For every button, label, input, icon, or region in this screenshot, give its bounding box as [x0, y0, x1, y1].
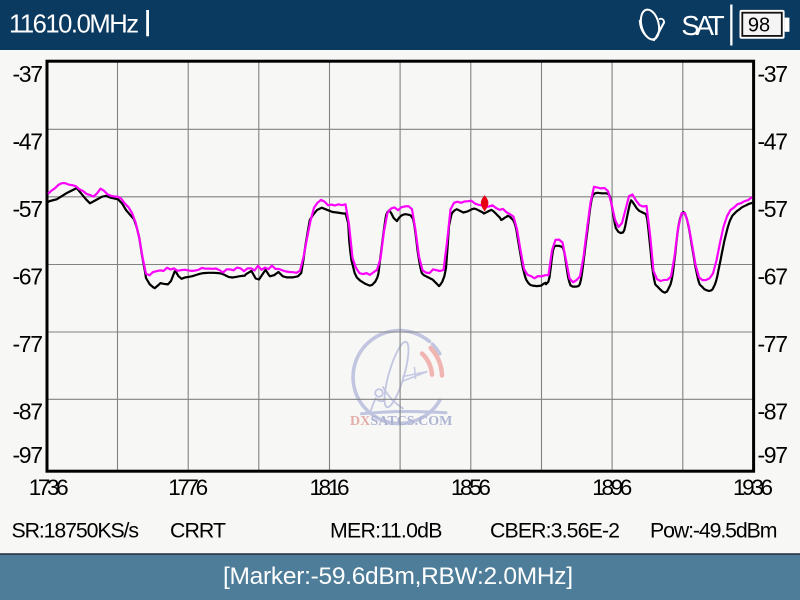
svg-text:-37: -37	[758, 61, 789, 87]
svg-text:MER:11.0dB: MER:11.0dB	[330, 519, 443, 543]
svg-text:-37: -37	[13, 61, 44, 87]
svg-text:SR:18750KS/s: SR:18750KS/s	[12, 519, 140, 543]
svg-text:-77: -77	[758, 331, 789, 357]
svg-text:CBER:3.56E-2: CBER:3.56E-2	[490, 519, 620, 543]
svg-text:98: 98	[748, 15, 770, 37]
svg-text:-87: -87	[758, 398, 789, 424]
svg-text:-47: -47	[13, 128, 44, 154]
svg-text:-47: -47	[758, 128, 789, 154]
svg-text:-77: -77	[13, 331, 44, 357]
svg-text:1816: 1816	[310, 475, 350, 500]
svg-text:DX: DX	[350, 414, 370, 429]
svg-text:Pow:-49.5dBm: Pow:-49.5dBm	[650, 519, 778, 543]
svg-text:1856: 1856	[451, 475, 491, 500]
svg-text:1896: 1896	[592, 475, 632, 500]
svg-text:1736: 1736	[29, 475, 69, 500]
svg-text:-97: -97	[758, 442, 789, 468]
svg-text:-97: -97	[13, 442, 44, 468]
svg-text:1776: 1776	[168, 475, 208, 500]
svg-text:SAT: SAT	[681, 10, 724, 41]
svg-text:-57: -57	[13, 196, 44, 222]
svg-text:11610.0MHz: 11610.0MHz	[9, 11, 139, 39]
svg-text:-57: -57	[758, 196, 789, 222]
svg-text:SATCS.COM: SATCS.COM	[371, 414, 453, 429]
svg-text:-87: -87	[13, 398, 44, 424]
svg-text:-67: -67	[758, 264, 789, 290]
svg-text:-67: -67	[13, 264, 44, 290]
svg-text:CRRT: CRRT	[170, 519, 226, 543]
svg-text:1936: 1936	[733, 475, 773, 500]
svg-text:[Marker:-59.6dBm,RBW:2.0MHz]: [Marker:-59.6dBm,RBW:2.0MHz]	[223, 563, 573, 590]
